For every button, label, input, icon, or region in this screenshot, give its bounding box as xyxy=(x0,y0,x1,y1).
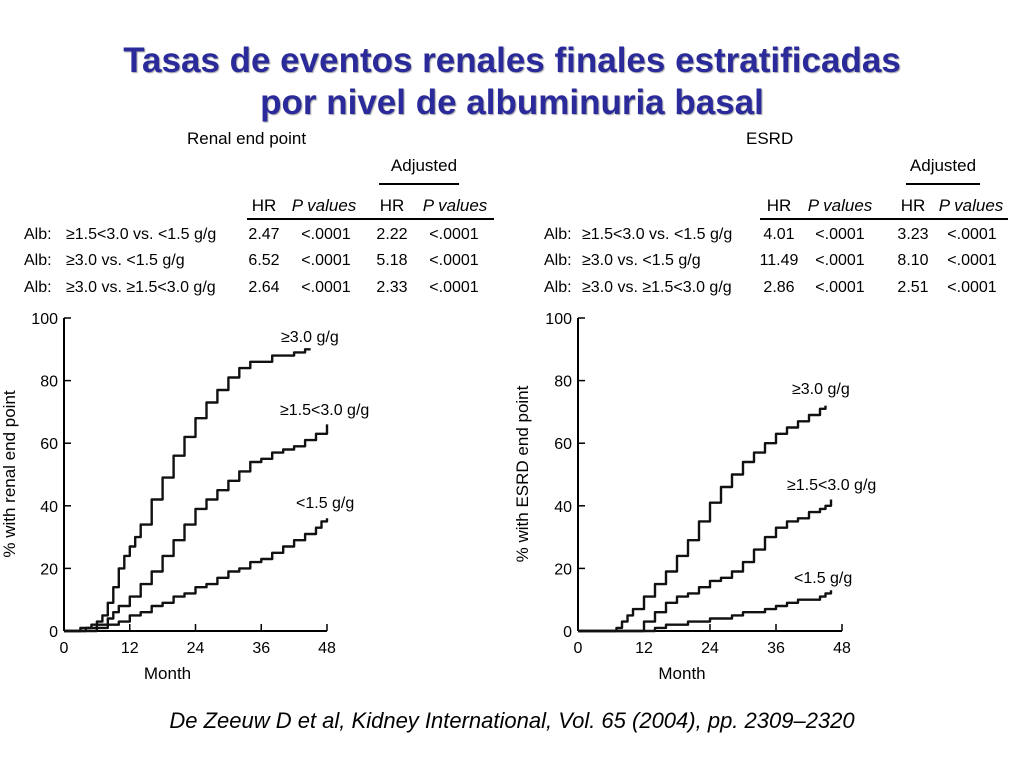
slide-title: Tasas de eventos renales finales estrati… xyxy=(0,40,1024,124)
slide-title-line-2: por nivel de albuminuria basal xyxy=(260,83,764,122)
table-cell-adj-p: <.0001 xyxy=(947,226,996,243)
series-label-1: ≥3.0 g/g xyxy=(792,381,850,398)
table-cell-hr: 11.49 xyxy=(760,252,799,269)
series-line-1 xyxy=(64,348,311,633)
series-label-3: <1.5 g/g xyxy=(296,495,354,512)
y-tick-label: 80 xyxy=(554,374,572,391)
x-tick-label: 24 xyxy=(187,640,205,657)
y-tick-label: 100 xyxy=(31,311,58,328)
table-cell-adj-p: <.0001 xyxy=(429,252,478,269)
table-cell-hr: 2.47 xyxy=(248,226,279,243)
y-axis-label: % with renal end point xyxy=(0,390,19,558)
y-tick-label: 0 xyxy=(563,624,572,641)
renal-endpoint-chart: 0 20 40 60 80 100 0 12 24 36 48 Month % with renal e… xyxy=(0,311,369,683)
table-heading-adjusted: Adjusted xyxy=(910,156,976,175)
table-cell-p: <.0001 xyxy=(815,252,864,269)
chart-title-renal: Renal end point xyxy=(187,129,307,148)
citation: De Zeeuw D et al, Kidney International, … xyxy=(169,708,855,733)
x-tick-label: 0 xyxy=(574,640,583,657)
table-cell-hr: 2.64 xyxy=(248,279,279,296)
x-tick-label: 48 xyxy=(318,640,336,657)
y-tick-label: 0 xyxy=(49,624,58,641)
column-header-adj-hr: HR xyxy=(380,196,405,215)
table-cell-p: <.0001 xyxy=(815,226,864,243)
series-label-3: <1.5 g/g xyxy=(794,570,852,587)
table-cell-adj-hr: 2.51 xyxy=(897,279,928,296)
series-line-3 xyxy=(578,590,833,633)
table-row-label: Alb: xyxy=(24,279,52,296)
y-tick-label: 80 xyxy=(40,374,58,391)
table-row-label: Alb: xyxy=(544,252,572,269)
column-header-hr: HR xyxy=(252,196,277,215)
y-tick-label: 40 xyxy=(40,499,58,516)
hr-table-esrd: Adjusted HR P values HR P values Alb: ≥1… xyxy=(544,156,1008,296)
table-row-label: Alb: xyxy=(24,252,52,269)
column-header-adj-hr: HR xyxy=(901,196,926,215)
table-row-comparison: ≥3.0 vs. <1.5 g/g xyxy=(66,252,185,269)
column-header-pvalues: P values xyxy=(808,196,873,215)
x-tick-label: 36 xyxy=(767,640,785,657)
x-tick-label: 24 xyxy=(701,640,719,657)
table-cell-hr: 6.52 xyxy=(248,252,279,269)
table-cell-p: <.0001 xyxy=(815,279,864,296)
y-tick-label: 20 xyxy=(40,561,58,578)
table-cell-adj-p: <.0001 xyxy=(947,279,996,296)
hr-table-renal: Adjusted HR P values HR P values Alb: ≥1… xyxy=(24,156,494,296)
table-row-comparison: ≥1.5<3.0 vs. <1.5 g/g xyxy=(66,226,216,243)
y-tick-label: 60 xyxy=(40,436,58,453)
table-cell-hr: 2.86 xyxy=(763,279,794,296)
table-cell-adj-hr: 8.10 xyxy=(897,252,928,269)
series-line-1 xyxy=(578,405,827,633)
x-tick-label: 0 xyxy=(60,640,69,657)
slide-title-line-1: Tasas de eventos renales finales estrati… xyxy=(123,41,901,80)
column-header-pvalues: P values xyxy=(292,196,357,215)
y-axis-label: % with ESRD end point xyxy=(513,385,532,562)
table-row-comparison: ≥3.0 vs. ≥1.5<3.0 g/g xyxy=(66,279,216,296)
table-cell-adj-hr: 2.33 xyxy=(376,279,407,296)
series-line-2 xyxy=(578,499,833,633)
table-cell-hr: 4.01 xyxy=(763,226,794,243)
x-tick-label: 36 xyxy=(252,640,270,657)
chart-title-esrd: ESRD xyxy=(746,129,794,148)
table-cell-adj-hr: 5.18 xyxy=(376,252,407,269)
esrd-endpoint-chart: 0 20 40 60 80 100 0 12 24 36 48 Month % with ESRD en… xyxy=(513,311,876,683)
x-tick-label: 12 xyxy=(121,640,139,657)
table-cell-p: <.0001 xyxy=(301,226,350,243)
x-tick-label: 48 xyxy=(833,640,851,657)
y-tick-label: 40 xyxy=(554,499,572,516)
table-row-label: Alb: xyxy=(544,226,572,243)
table-cell-adj-p: <.0001 xyxy=(429,226,478,243)
table-row-comparison: ≥3.0 vs. <1.5 g/g xyxy=(582,252,701,269)
table-cell-adj-hr: 2.22 xyxy=(376,226,407,243)
x-axis-label: Month xyxy=(658,664,705,683)
series-label-2: ≥1.5<3.0 g/g xyxy=(280,402,369,419)
y-tick-label: 100 xyxy=(545,311,572,328)
series-label-1: ≥3.0 g/g xyxy=(281,329,339,346)
y-tick-label: 20 xyxy=(554,561,572,578)
table-row-comparison: ≥1.5<3.0 vs. <1.5 g/g xyxy=(582,226,732,243)
table-row-label: Alb: xyxy=(544,279,572,296)
column-header-hr: HR xyxy=(767,196,792,215)
table-cell-adj-hr: 3.23 xyxy=(897,226,928,243)
series-label-2: ≥1.5<3.0 g/g xyxy=(787,477,876,494)
table-heading-adjusted: Adjusted xyxy=(391,156,457,175)
y-tick-label: 60 xyxy=(554,436,572,453)
x-axis-label: Month xyxy=(144,664,191,683)
series-line-3 xyxy=(64,518,329,633)
table-row-comparison: ≥3.0 vs. ≥1.5<3.0 g/g xyxy=(582,279,732,296)
table-cell-p: <.0001 xyxy=(301,252,350,269)
series-line-2 xyxy=(64,424,329,633)
table-cell-adj-p: <.0001 xyxy=(947,252,996,269)
column-header-adj-pvalues: P values xyxy=(939,196,1004,215)
x-tick-label: 12 xyxy=(635,640,653,657)
table-cell-p: <.0001 xyxy=(301,279,350,296)
table-row-label: Alb: xyxy=(24,226,52,243)
column-header-adj-pvalues: P values xyxy=(423,196,488,215)
table-cell-adj-p: <.0001 xyxy=(429,279,478,296)
